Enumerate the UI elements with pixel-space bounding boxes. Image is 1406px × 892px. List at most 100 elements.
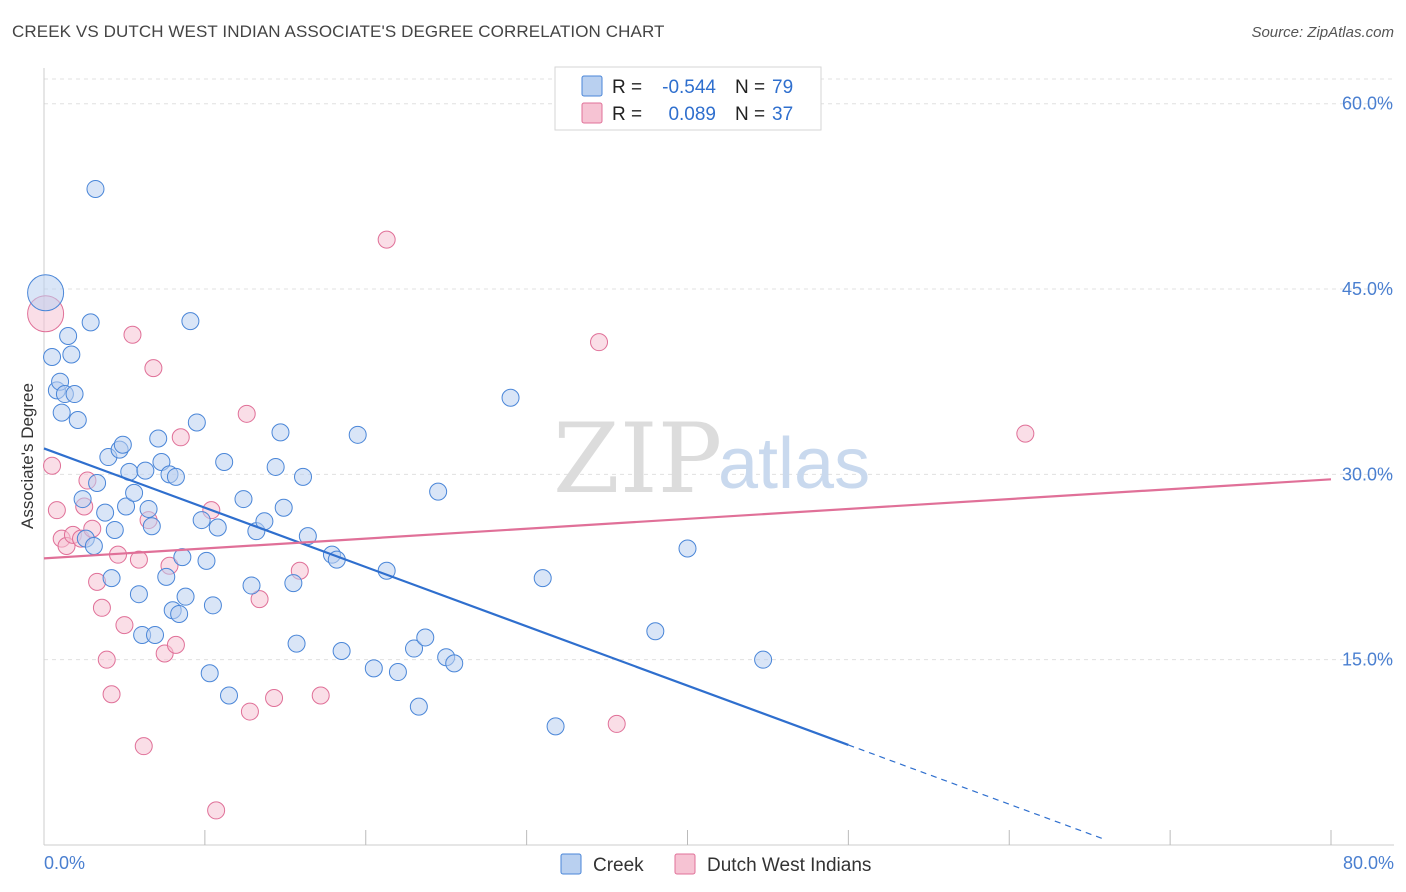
data-point-dutch — [43, 456, 62, 475]
data-point-dutch — [590, 333, 609, 352]
data-point-dutch — [97, 650, 116, 669]
data-point-creek — [27, 274, 65, 312]
trendline-creek-extension — [848, 744, 1106, 841]
data-point-creek — [274, 498, 293, 517]
data-point-creek — [166, 467, 185, 486]
data-point-creek — [157, 567, 176, 586]
data-point-dutch — [102, 685, 121, 704]
chart-title: CREEK VS DUTCH WEST INDIAN ASSOCIATE'S D… — [12, 22, 665, 41]
data-point-dutch — [92, 598, 111, 617]
legend-r-label-dutch: R = — [612, 104, 642, 125]
data-point-dutch — [134, 737, 153, 756]
data-point-creek — [754, 650, 773, 669]
trendline-creek — [43, 447, 849, 746]
data-point-creek — [181, 312, 200, 331]
data-point-creek — [294, 467, 313, 486]
data-point-creek — [170, 604, 189, 623]
data-point-creek — [388, 663, 407, 682]
legend-n-label-creek: N = — [735, 77, 765, 98]
y-tick-label: 45.0% — [1342, 279, 1393, 299]
data-point-creek — [266, 457, 285, 476]
legend-swatch-creek — [581, 75, 603, 97]
data-point-dutch — [377, 230, 396, 249]
data-point-creek — [405, 639, 424, 658]
data-point-creek — [187, 413, 206, 432]
data-point-creek — [117, 497, 136, 516]
data-point-creek — [429, 482, 448, 501]
data-point-creek — [287, 634, 306, 653]
data-point-creek — [73, 490, 92, 509]
source-label: Source: ZipAtlas.com — [1251, 24, 1394, 41]
data-point-creek — [86, 179, 105, 198]
data-point-creek — [146, 625, 165, 644]
data-point-dutch — [171, 428, 190, 447]
data-point-dutch — [237, 404, 256, 423]
data-point-creek — [546, 717, 565, 736]
data-point-dutch — [115, 616, 134, 635]
data-point-creek — [348, 425, 367, 444]
data-point-dutch — [240, 702, 259, 721]
data-point-dutch — [47, 501, 66, 520]
data-point-creek — [416, 628, 435, 647]
data-point-creek — [68, 410, 87, 429]
bottom-legend-label-creek: Creek — [593, 855, 644, 876]
data-point-creek — [62, 345, 81, 364]
data-point-creek — [176, 587, 195, 606]
data-point-creek — [678, 539, 697, 558]
legend-n-label-dutch: N = — [735, 104, 765, 125]
data-point-creek — [533, 569, 552, 588]
data-point-creek — [149, 429, 168, 448]
data-point-creek — [59, 326, 78, 345]
series-creek-points — [27, 179, 773, 736]
watermark: ZIP atlas — [553, 403, 870, 515]
data-point-creek — [65, 385, 84, 404]
data-point-creek — [192, 511, 211, 530]
legend-n-value-dutch: 37 — [772, 104, 793, 125]
data-point-dutch — [607, 714, 626, 733]
y-tick-label: 30.0% — [1342, 464, 1393, 484]
data-point-creek — [102, 569, 121, 588]
data-point-creek — [409, 697, 428, 716]
x-tick-label-max: 80.0% — [1343, 853, 1394, 873]
data-point-creek — [81, 313, 100, 332]
data-point-creek — [271, 423, 290, 442]
data-point-dutch — [166, 635, 185, 654]
legend-r-value-dutch: 0.089 — [668, 104, 716, 125]
data-point-dutch — [207, 801, 226, 820]
data-point-dutch — [265, 688, 284, 707]
data-point-creek — [125, 483, 144, 502]
data-point-creek — [234, 490, 253, 509]
data-point-creek — [200, 664, 219, 683]
data-point-dutch — [250, 590, 269, 609]
watermark-zip: ZIP — [553, 403, 722, 515]
data-point-creek — [220, 686, 239, 705]
data-point-dutch — [311, 686, 330, 705]
data-point-creek — [215, 453, 234, 471]
data-point-creek — [113, 435, 132, 454]
data-point-creek — [646, 622, 665, 641]
data-point-creek — [136, 461, 155, 480]
legend-swatch-dutch — [581, 102, 603, 124]
bottom-legend-swatch-dutch — [674, 853, 696, 875]
data-point-creek — [84, 537, 103, 556]
data-point-creek — [332, 642, 351, 661]
data-point-creek — [445, 654, 464, 673]
data-point-creek — [203, 596, 222, 615]
data-point-creek — [43, 347, 62, 366]
data-point-creek — [173, 548, 192, 567]
grid-lines — [44, 78, 1394, 661]
data-point-creek — [284, 574, 303, 593]
data-point-creek — [242, 576, 261, 595]
legend-n-value-creek: 79 — [772, 77, 793, 98]
bottom-legend-label-dutch: Dutch West Indians — [707, 855, 871, 876]
data-point-dutch — [144, 359, 163, 378]
legend-box: R = -0.544 N = 79 R = 0.089 N = 37 — [554, 66, 822, 131]
series-dutch-points — [27, 230, 1035, 820]
data-point-creek — [129, 585, 148, 604]
data-point-dutch — [129, 550, 148, 569]
legend-r-value-creek: -0.544 — [662, 77, 716, 98]
legend-r-label-creek: R = — [612, 77, 642, 98]
y-tick-label: 15.0% — [1342, 650, 1393, 670]
data-point-creek — [96, 503, 115, 522]
